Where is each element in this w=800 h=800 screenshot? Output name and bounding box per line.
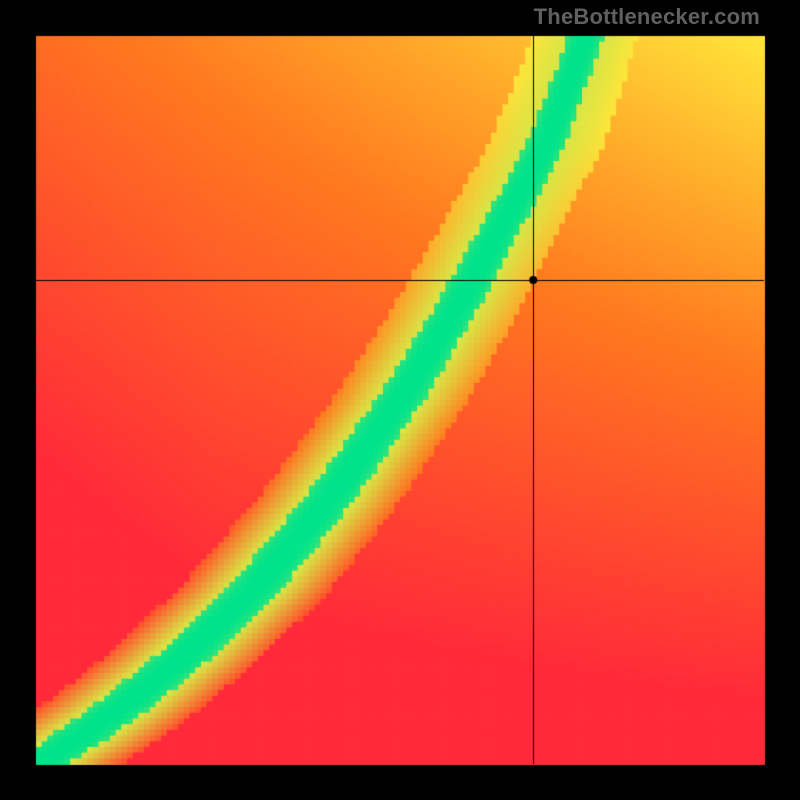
heatmap-canvas [0, 0, 800, 800]
chart-container [0, 0, 800, 800]
watermark-text: TheBottlenecker.com [534, 4, 760, 30]
